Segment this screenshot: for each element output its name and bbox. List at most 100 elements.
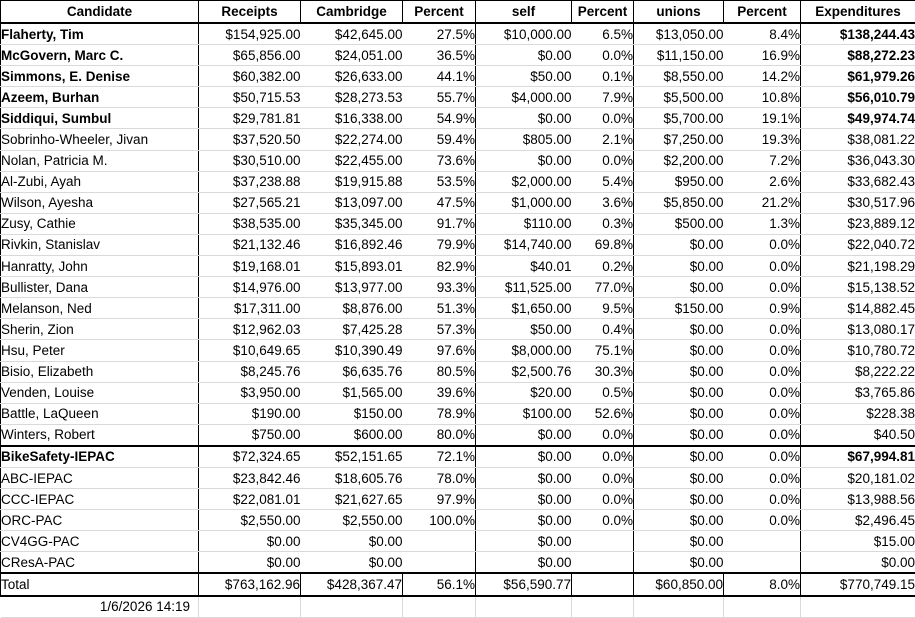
cell-unions[interactable]: $0.00 bbox=[634, 382, 724, 403]
cell-unions[interactable]: $0.00 bbox=[634, 277, 724, 298]
cell-expenditures[interactable]: $10,780.72 bbox=[801, 340, 915, 361]
cell-expenditures[interactable]: $20,181.02 bbox=[801, 467, 915, 488]
empty-cell[interactable] bbox=[301, 596, 403, 618]
cell-cambridge[interactable]: $22,455.00 bbox=[301, 150, 403, 171]
cell-percent-unions[interactable]: 8.4% bbox=[724, 23, 801, 45]
cell-percent-self[interactable]: 0.2% bbox=[572, 256, 634, 277]
cell-receipts[interactable]: $72,324.65 bbox=[199, 446, 301, 468]
cell-cambridge[interactable]: $1,565.00 bbox=[301, 382, 403, 403]
cell-self[interactable]: $0.00 bbox=[476, 489, 572, 510]
cell-candidate[interactable]: Sherin, Zion bbox=[1, 319, 199, 340]
cell-expenditures[interactable]: $15.00 bbox=[801, 531, 915, 552]
cell-percent-self[interactable]: 0.0% bbox=[572, 108, 634, 129]
cell-percent-cambridge[interactable]: 79.9% bbox=[403, 234, 476, 255]
empty-cell[interactable] bbox=[801, 596, 915, 618]
cell-unions[interactable]: $5,700.00 bbox=[634, 108, 724, 129]
cell-percent-unions[interactable]: 2.6% bbox=[724, 171, 801, 192]
cell-self[interactable]: $0.00 bbox=[476, 45, 572, 66]
cell-total-cambridge[interactable]: $428,367.47 bbox=[301, 573, 403, 595]
cell-percent-unions[interactable]: 0.0% bbox=[724, 489, 801, 510]
cell-percent-cambridge[interactable]: 47.5% bbox=[403, 192, 476, 213]
cell-candidate[interactable]: CResA-PAC bbox=[1, 552, 199, 574]
cell-candidate[interactable]: Simmons, E. Denise bbox=[1, 66, 199, 87]
cell-cambridge[interactable]: $8,876.00 bbox=[301, 298, 403, 319]
cell-expenditures[interactable]: $36,043.30 bbox=[801, 150, 915, 171]
cell-receipts[interactable]: $37,238.88 bbox=[199, 171, 301, 192]
cell-total-unions[interactable]: $60,850.00 bbox=[634, 573, 724, 595]
cell-percent-unions[interactable]: 1.3% bbox=[724, 213, 801, 234]
cell-percent-unions[interactable]: 19.3% bbox=[724, 129, 801, 150]
cell-unions[interactable]: $13,050.00 bbox=[634, 23, 724, 45]
cell-candidate[interactable]: Sobrinho-Wheeler, Jivan bbox=[1, 129, 199, 150]
cell-percent-self[interactable]: 52.6% bbox=[572, 403, 634, 424]
column-header-percent-cambridge[interactable]: Percent bbox=[403, 1, 476, 24]
cell-percent-self[interactable]: 69.8% bbox=[572, 234, 634, 255]
cell-percent-cambridge[interactable]: 100.0% bbox=[403, 510, 476, 531]
cell-candidate[interactable]: CCC-IEPAC bbox=[1, 489, 199, 510]
cell-percent-cambridge[interactable]: 72.1% bbox=[403, 446, 476, 468]
cell-self[interactable]: $0.00 bbox=[476, 424, 572, 446]
cell-percent-unions[interactable] bbox=[724, 552, 801, 574]
cell-percent-cambridge[interactable]: 54.9% bbox=[403, 108, 476, 129]
cell-self[interactable]: $1,000.00 bbox=[476, 192, 572, 213]
cell-percent-self[interactable]: 0.0% bbox=[572, 424, 634, 446]
cell-cambridge[interactable]: $28,273.53 bbox=[301, 87, 403, 108]
cell-receipts[interactable]: $30,510.00 bbox=[199, 150, 301, 171]
cell-unions[interactable]: $8,550.00 bbox=[634, 66, 724, 87]
cell-percent-unions[interactable]: 19.1% bbox=[724, 108, 801, 129]
cell-expenditures[interactable]: $40.50 bbox=[801, 424, 915, 446]
cell-expenditures[interactable]: $22,040.72 bbox=[801, 234, 915, 255]
cell-receipts[interactable]: $21,132.46 bbox=[199, 234, 301, 255]
cell-percent-unions[interactable]: 0.0% bbox=[724, 467, 801, 488]
cell-total-percent-self[interactable] bbox=[572, 573, 634, 595]
cell-cambridge[interactable]: $16,892.46 bbox=[301, 234, 403, 255]
cell-percent-self[interactable]: 0.5% bbox=[572, 382, 634, 403]
cell-cambridge[interactable]: $16,338.00 bbox=[301, 108, 403, 129]
cell-candidate[interactable]: Winters, Robert bbox=[1, 424, 199, 446]
cell-percent-cambridge[interactable] bbox=[403, 552, 476, 574]
cell-percent-cambridge[interactable]: 78.0% bbox=[403, 467, 476, 488]
cell-percent-cambridge[interactable]: 53.5% bbox=[403, 171, 476, 192]
cell-candidate[interactable]: CV4GG-PAC bbox=[1, 531, 199, 552]
cell-expenditures[interactable]: $8,222.22 bbox=[801, 361, 915, 382]
empty-cell[interactable] bbox=[634, 596, 724, 618]
cell-percent-unions[interactable]: 0.0% bbox=[724, 256, 801, 277]
cell-percent-self[interactable] bbox=[572, 531, 634, 552]
cell-percent-cambridge[interactable]: 80.0% bbox=[403, 424, 476, 446]
column-header-candidate[interactable]: Candidate bbox=[1, 1, 199, 24]
cell-receipts[interactable]: $50,715.53 bbox=[199, 87, 301, 108]
cell-cambridge[interactable]: $19,915.88 bbox=[301, 171, 403, 192]
cell-cambridge[interactable]: $42,645.00 bbox=[301, 23, 403, 45]
cell-candidate[interactable]: ORC-PAC bbox=[1, 510, 199, 531]
cell-percent-unions[interactable]: 0.0% bbox=[724, 340, 801, 361]
cell-cambridge[interactable]: $52,151.65 bbox=[301, 446, 403, 468]
cell-self[interactable]: $0.00 bbox=[476, 531, 572, 552]
cell-candidate[interactable]: Hanratty, John bbox=[1, 256, 199, 277]
cell-percent-cambridge[interactable]: 55.7% bbox=[403, 87, 476, 108]
cell-self[interactable]: $50.00 bbox=[476, 66, 572, 87]
cell-percent-self[interactable]: 0.1% bbox=[572, 66, 634, 87]
column-header-unions[interactable]: unions bbox=[634, 1, 724, 24]
cell-total-percent-cambridge[interactable]: 56.1% bbox=[403, 573, 476, 595]
cell-percent-cambridge[interactable]: 59.4% bbox=[403, 129, 476, 150]
cell-cambridge[interactable]: $35,345.00 bbox=[301, 213, 403, 234]
cell-percent-cambridge[interactable]: 39.6% bbox=[403, 382, 476, 403]
cell-percent-unions[interactable]: 16.9% bbox=[724, 45, 801, 66]
cell-receipts[interactable]: $8,245.76 bbox=[199, 361, 301, 382]
cell-percent-unions[interactable]: 0.0% bbox=[724, 424, 801, 446]
empty-cell[interactable] bbox=[724, 596, 801, 618]
cell-self[interactable]: $1,650.00 bbox=[476, 298, 572, 319]
cell-unions[interactable]: $0.00 bbox=[634, 424, 724, 446]
cell-self[interactable]: $0.00 bbox=[476, 108, 572, 129]
cell-cambridge[interactable]: $0.00 bbox=[301, 552, 403, 574]
cell-unions[interactable]: $7,250.00 bbox=[634, 129, 724, 150]
cell-unions[interactable]: $5,850.00 bbox=[634, 192, 724, 213]
cell-receipts[interactable]: $17,311.00 bbox=[199, 298, 301, 319]
cell-expenditures[interactable]: $13,080.17 bbox=[801, 319, 915, 340]
cell-expenditures[interactable]: $21,198.29 bbox=[801, 256, 915, 277]
cell-percent-cambridge[interactable]: 36.5% bbox=[403, 45, 476, 66]
cell-candidate[interactable]: Flaherty, Tim bbox=[1, 23, 199, 45]
cell-cambridge[interactable]: $24,051.00 bbox=[301, 45, 403, 66]
cell-receipts[interactable]: $0.00 bbox=[199, 552, 301, 574]
cell-cambridge[interactable]: $0.00 bbox=[301, 531, 403, 552]
